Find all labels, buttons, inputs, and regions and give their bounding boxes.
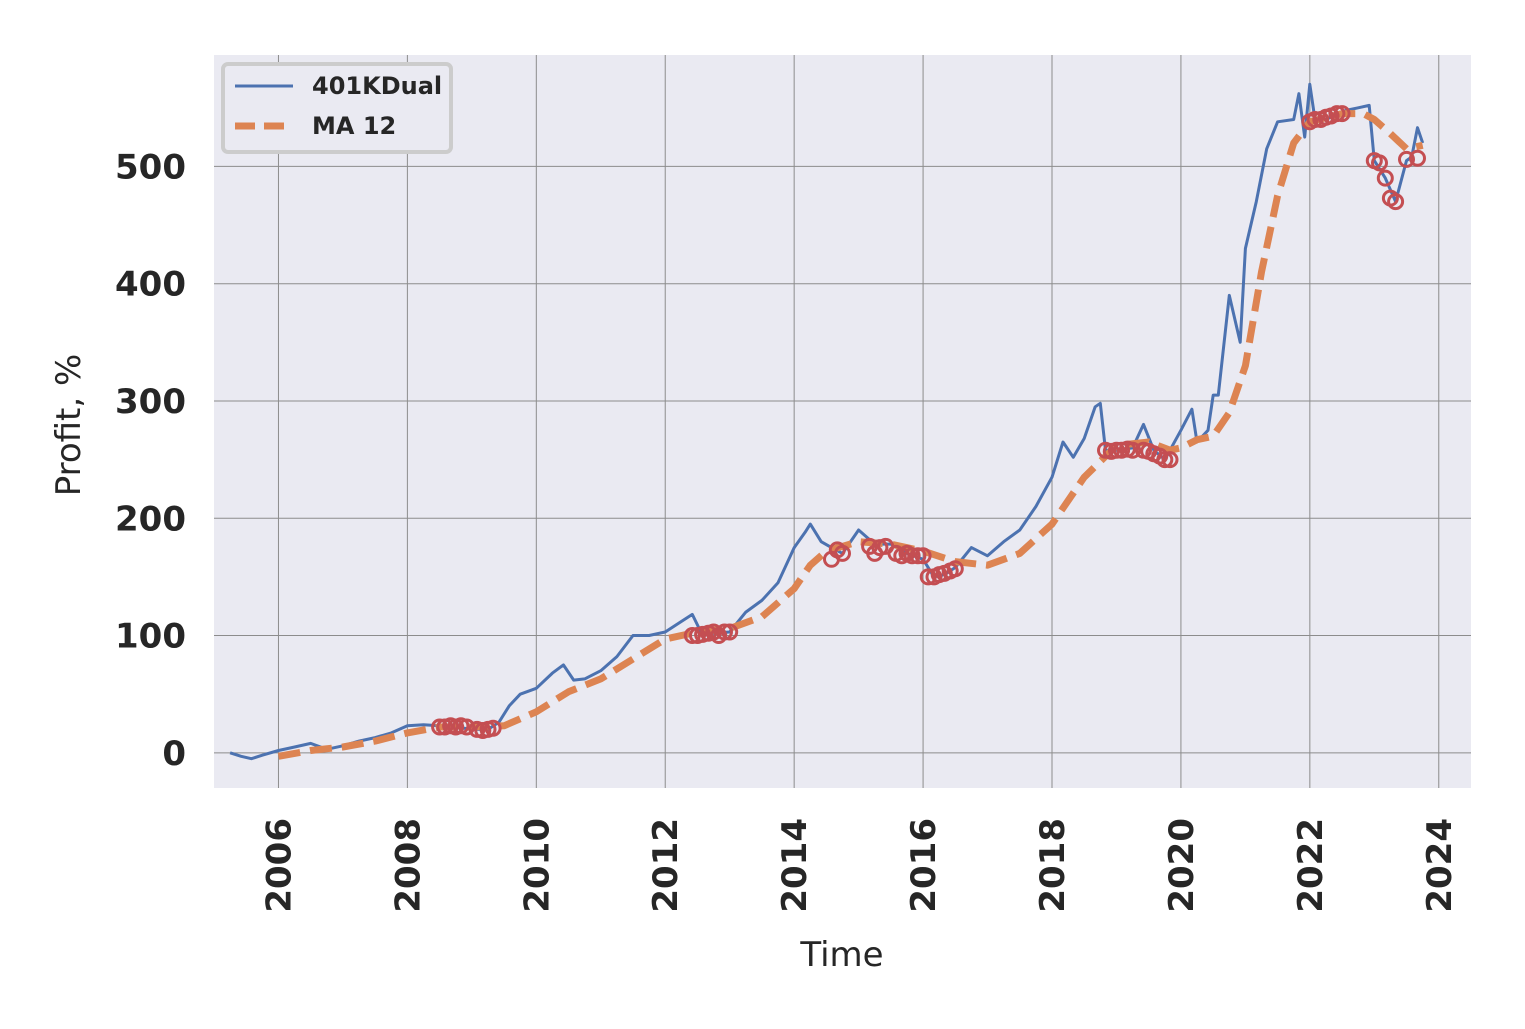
signal-marker [946,560,964,578]
signal-marker [716,623,733,641]
signal-marker [431,718,449,736]
signal-marker [834,544,851,562]
signal-marker [914,547,932,565]
y-tick-label: 100 [115,617,186,657]
x-tick-label: 2016 [904,818,944,913]
signal-marker [1124,441,1142,459]
y-tick-label: 500 [115,147,186,187]
y-tick-labels: 0 100 200 300 400 500 [115,147,186,773]
signal-marker [1328,105,1346,123]
legend: 401KDual MA 12 [221,62,453,154]
x-tick-label: 2010 [517,818,557,913]
x-axis-label: Time [799,935,883,975]
y-tick-label: 200 [115,499,186,539]
plot-area [214,55,1471,788]
x-tick-labels: 2006 2008 2010 2012 2014 2016 2018 2020 2022 2024 [259,818,1459,913]
signal-marker [1371,154,1388,172]
signal-marker [1398,150,1415,168]
signal-marker [721,623,739,641]
y-tick-label: 0 [162,734,186,774]
signal-marker [1108,441,1125,459]
y-axis-label: Profit, % [49,354,89,497]
grid-lines [214,55,1471,788]
signal-marker [1387,193,1405,211]
y-tick-label: 300 [115,382,186,422]
x-tick-label: 2022 [1291,818,1331,913]
signal-marker [903,547,921,565]
legend-label-401kdual: 401KDual [312,72,442,100]
signal-marker [458,718,476,736]
signal-marker [909,547,927,565]
signal-marker [1376,169,1394,187]
signal-marker [1161,451,1179,469]
signal-marker [1156,451,1174,469]
signal-marker [683,627,701,644]
signal-marker [1333,105,1351,123]
signal-marker [1306,111,1324,128]
signal-marker [1409,149,1426,167]
x-tick-label: 2014 [775,818,815,913]
x-tick-label: 2024 [1420,818,1460,913]
x-tick-label: 2008 [388,818,428,913]
x-tick-label: 2018 [1033,818,1073,913]
x-tick-label: 2020 [1162,818,1202,913]
signal-marker [919,568,937,586]
x-tick-label: 2012 [646,818,686,913]
x-tick-label: 2006 [259,818,299,913]
y-tick-label: 400 [115,265,186,305]
marker-layer [431,105,1426,739]
legend-label-ma12: MA 12 [312,112,396,140]
signal-marker [484,719,502,737]
